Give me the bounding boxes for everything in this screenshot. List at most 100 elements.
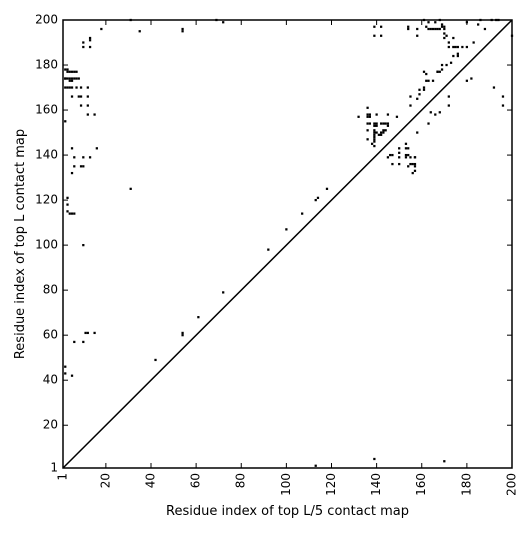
contact-point [314, 198, 317, 202]
contact-point [501, 104, 505, 107]
contact-point [456, 52, 459, 55]
contact-point [64, 365, 67, 368]
contact-point [75, 70, 78, 73]
contact-point [366, 138, 369, 141]
contact-point [404, 147, 408, 150]
y-tick-label: 60 [43, 328, 58, 342]
contact-point [82, 156, 85, 159]
contact-point [427, 21, 430, 24]
contact-point [449, 61, 453, 64]
contact-point [70, 70, 74, 73]
axis-ticks: 1 20 40 60 80 100 120 140 160 180 2001204060801001… [35, 13, 518, 496]
contact-point [373, 25, 376, 28]
contact-point [409, 162, 412, 166]
contact-point [66, 196, 69, 199]
contact-point [404, 156, 408, 159]
diagonal-line [62, 19, 513, 469]
contact-point [382, 131, 385, 134]
contact-points [64, 18, 514, 467]
contact-point [70, 171, 74, 175]
contact-point [68, 79, 71, 82]
contact-point [366, 113, 369, 116]
contact-point [373, 122, 376, 125]
contact-point [389, 153, 392, 157]
contact-point [384, 122, 387, 125]
contact-point [380, 133, 383, 136]
contact-point [380, 122, 383, 125]
contact-point [373, 135, 376, 139]
contact-point [129, 187, 132, 190]
contact-point [465, 45, 469, 49]
contact-point [380, 34, 383, 37]
contact-point [418, 88, 421, 91]
contact-point [425, 79, 428, 82]
contact-point [436, 70, 439, 73]
contact-point [366, 122, 369, 125]
contact-point [436, 27, 439, 31]
contact-point [88, 39, 92, 42]
contact-point [73, 340, 76, 344]
y-tick-label: 1 [50, 461, 58, 475]
x-tick-label: 140 [369, 473, 383, 496]
contact-point [380, 131, 383, 134]
contact-point [443, 25, 446, 28]
contact-point [82, 165, 85, 168]
contact-point [73, 156, 76, 159]
contact-point [411, 162, 414, 166]
contact-point [427, 122, 430, 125]
contact-point [425, 72, 428, 76]
y-tick-label: 40 [43, 373, 58, 387]
x-tick-label: 160 [414, 473, 428, 496]
contact-point [404, 153, 408, 157]
contact-point [472, 41, 475, 44]
contact-point [181, 331, 184, 335]
contact-point [413, 165, 417, 168]
contact-point [434, 21, 437, 24]
contact-point [64, 77, 67, 80]
x-tick-label: 1 [56, 473, 70, 481]
contact-point [373, 133, 376, 136]
contact-point [391, 162, 394, 166]
contact-point [447, 95, 450, 98]
contact-point [456, 45, 459, 49]
contact-point [386, 156, 390, 159]
contact-point [384, 129, 387, 132]
contact-point [452, 45, 455, 49]
contact-point [86, 331, 89, 335]
contact-point [68, 77, 71, 80]
x-tick-label: 80 [234, 473, 248, 488]
contact-point [452, 54, 455, 58]
contact-point [438, 27, 441, 31]
x-axis-label: Residue index of top L/5 contact map [166, 504, 409, 519]
contact-point [431, 27, 435, 31]
contact-point [443, 460, 446, 463]
x-tick-label: 200 [505, 473, 519, 496]
contact-point [70, 79, 74, 82]
contact-point [366, 106, 369, 109]
x-tick-label: 180 [459, 473, 473, 496]
contact-point [373, 457, 376, 461]
contact-point [88, 156, 92, 159]
contact-point [285, 228, 288, 231]
contact-point [73, 165, 76, 168]
contact-point [398, 147, 401, 150]
contact-point [413, 169, 417, 172]
contact-point [86, 95, 89, 98]
contact-point [443, 32, 446, 35]
contact-point [427, 79, 430, 82]
contact-point [461, 45, 464, 49]
contact-point [373, 138, 376, 141]
contact-point [375, 131, 378, 134]
contact-point [138, 30, 141, 33]
contact-point [373, 34, 376, 37]
contact-point [377, 133, 381, 136]
contact-point [66, 203, 69, 206]
contact-point [416, 131, 419, 134]
contact-point [66, 70, 69, 73]
contact-point [77, 95, 80, 98]
contact-point [368, 113, 371, 116]
contact-point [413, 156, 417, 159]
contact-point [66, 68, 69, 71]
contact-point [456, 54, 459, 58]
